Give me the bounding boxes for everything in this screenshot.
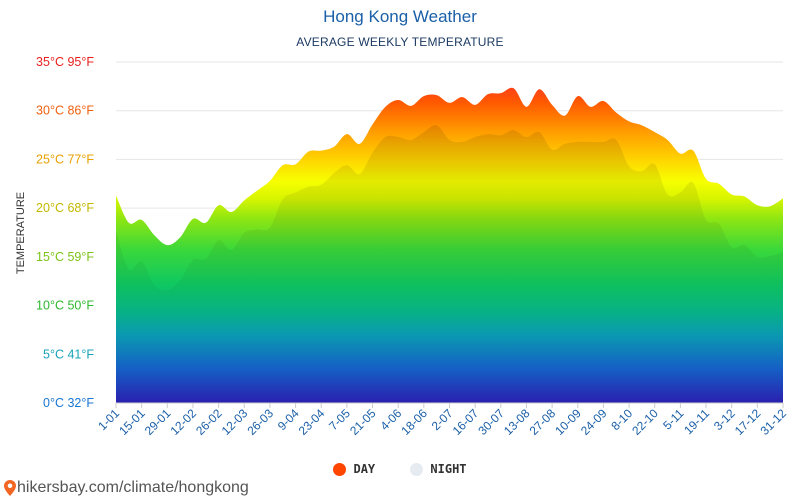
x-tick-label: 19-11 — [681, 406, 712, 437]
legend-day-label: DAY — [353, 462, 376, 476]
location-pin-icon — [4, 480, 16, 496]
x-tick-label: 30-07 — [475, 406, 507, 438]
x-tick-label: 26-03 — [244, 406, 276, 438]
x-tick-label: 21-05 — [347, 406, 379, 438]
legend-night-marker — [410, 462, 424, 476]
x-tick-label: 15-01 — [116, 406, 148, 438]
chart-subtitle: AVERAGE WEEKLY TEMPERATURE — [296, 35, 504, 49]
y-tick-label: 10°C 50°F — [36, 299, 94, 313]
legend-item-day[interactable]: DAY — [333, 462, 375, 476]
source-link[interactable]: hikersbay.com/climate/hongkong — [4, 479, 249, 497]
x-tick-label: 23-04 — [296, 406, 328, 438]
x-tick-label: 29-01 — [142, 406, 174, 438]
x-tick-label: 12-03 — [219, 406, 251, 438]
night-area-shade — [116, 125, 783, 404]
legend-night-label: NIGHT — [430, 462, 467, 476]
legend-day-marker — [333, 462, 347, 476]
y-tick-label: 25°C 77°F — [36, 152, 94, 166]
y-tick-label: 5°C 41°F — [43, 347, 94, 361]
x-tick-label: 10-09 — [552, 406, 584, 438]
y-tick-label: 30°C 86°F — [36, 104, 94, 118]
y-tick-label: 20°C 68°F — [36, 201, 94, 215]
x-tick-label: 26-02 — [193, 406, 225, 438]
x-tick-label: 17-12 — [732, 406, 764, 438]
x-tick-label: 18-06 — [398, 406, 430, 438]
y-axis-title: TEMPERATURE — [15, 192, 27, 274]
y-tick-label: 35°C 95°F — [36, 55, 94, 69]
source-text: hikersbay.com/climate/hongkong — [17, 479, 249, 496]
chart-legend: DAY NIGHT — [0, 462, 800, 479]
x-tick-label: 22-10 — [629, 406, 661, 438]
legend-item-night[interactable]: NIGHT — [410, 462, 467, 476]
y-tick-label: 15°C 59°F — [36, 250, 94, 264]
x-tick-label: 24-09 — [578, 406, 610, 438]
chart-title: Hong Kong Weather — [323, 7, 477, 26]
x-tick-label: 16-07 — [450, 406, 482, 438]
x-tick-label: 31-12 — [758, 406, 790, 438]
x-tick-label: 27-08 — [527, 406, 559, 438]
y-tick-label: 0°C 32°F — [43, 396, 94, 410]
x-tick-label: 12-02 — [167, 406, 199, 438]
x-tick-label: 13-08 — [501, 406, 533, 438]
